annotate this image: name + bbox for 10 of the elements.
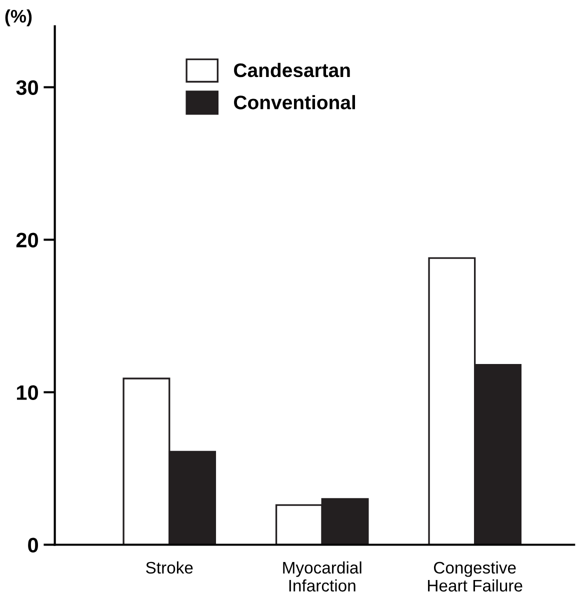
y-tick-label: 0 — [28, 538, 38, 552]
x-tick-label: Stroke — [146, 561, 193, 574]
legend-label: Conventional — [234, 95, 355, 110]
x-tick-label: Congestive Heart Failure — [428, 561, 522, 592]
y-axis-title: (%) — [5, 9, 32, 26]
y-tick-label: 20 — [16, 232, 38, 248]
legend-label: Candesartan — [234, 62, 350, 78]
x-tick-label: Myocardial Infarction — [283, 561, 362, 592]
y-tick-label: 30 — [16, 80, 38, 96]
y-tick-label: 10 — [16, 385, 38, 400]
